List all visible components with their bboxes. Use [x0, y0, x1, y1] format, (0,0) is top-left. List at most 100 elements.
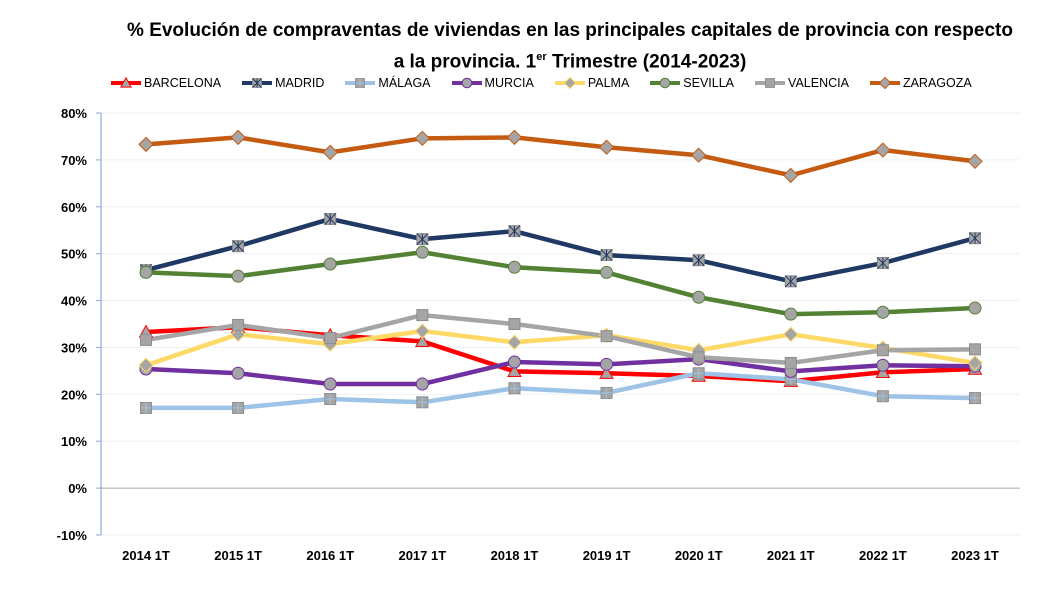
y-tick-label: 70%	[61, 153, 87, 168]
data-point-malaga	[232, 401, 245, 414]
data-point-valencia	[784, 356, 797, 369]
data-point-murcia	[415, 377, 429, 391]
series-line-madrid	[145, 216, 976, 284]
data-point-madrid	[692, 254, 705, 267]
series-line-zaragoza	[145, 135, 976, 178]
legend-label: PALMA	[587, 76, 630, 90]
x-tick-label: 2016 1T	[306, 548, 354, 563]
data-point-sevilla	[139, 265, 153, 279]
data-point-malaga	[692, 367, 705, 380]
x-tick-label: 2023 1T	[951, 548, 999, 563]
data-point-barcelona	[507, 363, 522, 378]
series-line-murcia	[145, 356, 976, 387]
legend-label: BARCELONA	[144, 76, 222, 90]
y-tick-label: 20%	[61, 387, 87, 402]
data-point-valencia	[508, 318, 521, 330]
series-line-palma	[145, 328, 976, 368]
axes: -10% 0% 10% 20% 30% 40% 50% 60% 70% 80% 2014 1T 201…	[57, 106, 999, 563]
legend-label: MADRID	[275, 76, 325, 90]
chart-title-line-1: % Evolución de compraventas de viviendas…	[127, 20, 1013, 41]
data-point-valencia	[416, 309, 429, 322]
legend-label: ZARAGOZA	[902, 76, 972, 90]
data-point-palma	[506, 334, 523, 350]
data-point-valencia	[969, 343, 981, 356]
y-tick-label: 40%	[61, 294, 87, 309]
x-tick-label: 2019 1T	[583, 548, 631, 563]
series-line-valencia	[145, 312, 976, 366]
legend-label: SEVILLA	[683, 76, 735, 90]
data-point-zaragoza	[138, 136, 154, 153]
data-point-sevilla	[692, 290, 706, 304]
chart-title-line-2: a la provincia. 1er Trimestre (2014-2023…	[100, 44, 1040, 75]
legend-item-barcelona: BARCELONA	[110, 76, 221, 90]
data-point-murcia	[231, 366, 245, 380]
title-superscript: er	[536, 51, 547, 63]
legend-swatch-icon	[451, 77, 482, 89]
x-tick-label: 2017 1T	[398, 548, 446, 563]
data-point-sevilla	[784, 307, 798, 321]
data-point-valencia	[692, 351, 705, 364]
legend-item-zaragoza: ZARAGOZA	[869, 76, 972, 90]
data-point-sevilla	[968, 301, 982, 315]
data-point-palma	[783, 326, 799, 343]
data-point-murcia	[876, 358, 890, 372]
legend-swatch-icon	[242, 78, 273, 88]
data-point-malaga	[600, 386, 613, 399]
data-point-zaragoza	[875, 142, 891, 158]
legend-label: MÁLAGA	[378, 76, 431, 90]
title-prefix: a la provincia. 1	[393, 51, 537, 73]
data-point-sevilla	[507, 260, 521, 274]
legend-swatch-icon	[554, 76, 585, 90]
legend-label: MURCIA	[484, 76, 534, 90]
data-point-murcia	[507, 355, 521, 369]
data-point-palma	[967, 355, 983, 371]
data-point-zaragoza	[414, 130, 431, 147]
data-point-sevilla	[323, 257, 337, 271]
data-point-zaragoza	[598, 139, 615, 155]
legend-item-murcia: MURCIA	[451, 76, 534, 90]
data-point-madrid	[876, 257, 889, 270]
y-tick-label: 60%	[61, 200, 87, 215]
data-point-valencia	[324, 332, 337, 345]
data-point-malaga	[969, 392, 981, 405]
y-tick-label: 0%	[68, 481, 87, 496]
x-tick-label: 2018 1T	[491, 548, 539, 563]
data-point-sevilla	[415, 245, 429, 259]
data-point-zaragoza	[967, 153, 983, 170]
data-point-madrid	[324, 212, 337, 225]
chart-title: % Evolución de compraventas de viviendas…	[100, 18, 1040, 75]
data-point-murcia	[323, 377, 337, 391]
series-line-sevilla	[145, 250, 976, 317]
data-point-valencia	[600, 330, 613, 343]
x-tick-label: 2014 1T	[122, 548, 170, 563]
data-point-sevilla	[231, 269, 245, 283]
data-point-murcia	[600, 357, 614, 371]
y-tick-label: 80%	[61, 106, 87, 121]
data-point-malaga	[508, 382, 521, 395]
data-point-malaga	[140, 401, 152, 414]
markers-group	[138, 129, 983, 414]
x-tick-label: 2022 1T	[859, 548, 907, 563]
data-point-madrid	[232, 240, 245, 253]
data-point-malaga	[324, 393, 337, 406]
y-tick-label: 30%	[61, 340, 87, 355]
data-point-palma	[138, 357, 154, 373]
data-point-valencia	[140, 333, 152, 346]
data-point-madrid	[784, 275, 797, 288]
data-point-zaragoza	[506, 129, 523, 146]
gridlines	[101, 112, 1020, 536]
legend-swatch-icon	[869, 76, 900, 90]
x-tick-label: 2015 1T	[214, 548, 262, 563]
data-point-zaragoza	[783, 167, 799, 184]
data-point-madrid	[416, 233, 429, 246]
x-tick-label: 2020 1T	[675, 548, 723, 563]
y-tick-label: 50%	[61, 247, 87, 262]
data-point-malaga	[416, 396, 429, 409]
data-point-madrid	[508, 225, 521, 238]
data-point-madrid	[600, 249, 613, 262]
x-tick-label: 2021 1T	[767, 548, 815, 563]
title-suffix: Trimestre (2014-2023)	[546, 51, 747, 73]
legend-item-palma: PALMA	[554, 76, 629, 90]
data-point-valencia	[876, 344, 889, 357]
